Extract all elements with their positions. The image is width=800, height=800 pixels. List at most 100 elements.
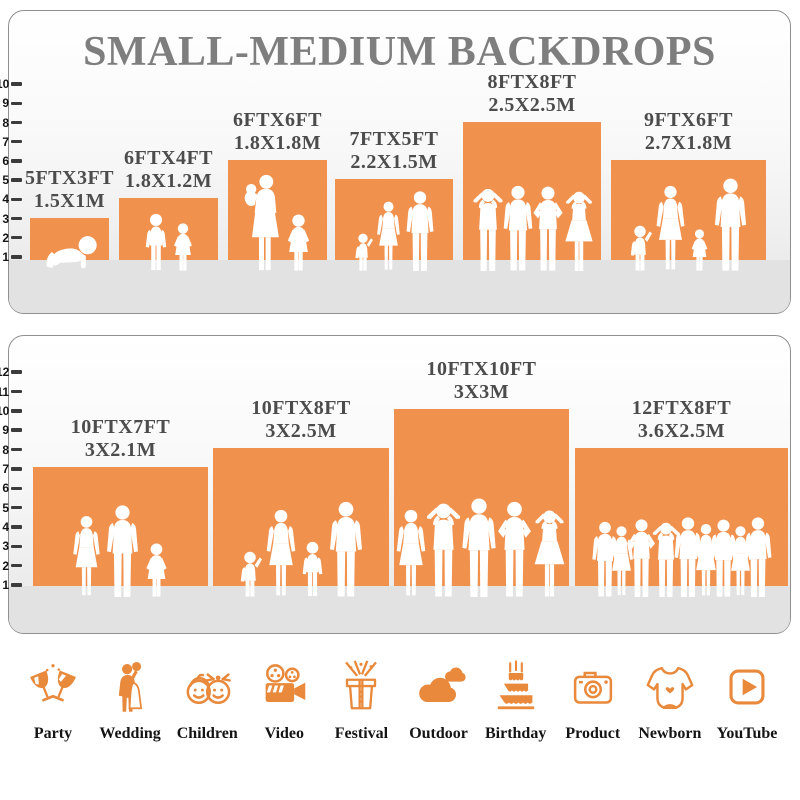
axis-tick-9: 9 — [0, 96, 22, 110]
people-silhouettes — [335, 191, 453, 271]
children-icon — [178, 658, 236, 716]
axis-tick-label: 12 — [0, 365, 10, 380]
axis-tick-label: 8 — [2, 442, 9, 457]
axis-tick-mark — [10, 563, 22, 568]
axis-tick-label: 10 — [0, 403, 10, 418]
girl-silhouette — [171, 223, 195, 271]
people-silhouettes — [33, 505, 208, 597]
axis-tick-6: 6 — [0, 481, 22, 495]
axis-tick-mark — [10, 216, 22, 221]
category-youtube: YouTube — [710, 658, 784, 743]
woman-pose-silhouette — [530, 507, 569, 597]
axis-tick-label: 3 — [2, 211, 9, 226]
man-silhouette — [742, 517, 774, 597]
backdrop-bar-6ftx4ft: 6FTX4FT 1.8X1.2M — [119, 147, 218, 260]
axis-tick-label: 2 — [2, 558, 9, 573]
bar-size-label: 5FTX3FT 1.5X1M — [25, 167, 114, 213]
backdrop-bar-10ftx7ft: 10FTX7FT 3X2.1M — [33, 416, 208, 586]
axis-tick-mark — [10, 370, 22, 374]
axis-tick-label: 7 — [2, 461, 9, 476]
people-silhouettes — [394, 498, 569, 597]
bar-size-label: 6FTX4FT 1.8X1.2M — [124, 147, 213, 193]
people-silhouettes — [30, 233, 109, 271]
axis-tick-2: 2 — [0, 559, 22, 573]
axis-tick-1: 1 — [0, 250, 22, 264]
birthday-icon — [487, 658, 545, 716]
backdrop-bar-8ftx8ft: 8FTX8FT 2.5X2.5M — [463, 71, 601, 260]
category-label: YouTube — [716, 725, 778, 742]
axis-tick-label: 8 — [2, 115, 9, 130]
category-label: Product — [565, 725, 621, 742]
category-label: Birthday — [484, 725, 547, 742]
bars-container: 10FTX7FT 3X2.1M 10FTX8FT 3X2.5M 10FTX10FT 3X3… — [9, 336, 790, 633]
axis-tick-label: 2 — [2, 230, 9, 245]
bar-size-label: 10FTX8FT 3X2.5M — [251, 397, 351, 443]
axis-tick-8: 8 — [0, 443, 22, 457]
bottom-panel: 123456789101112 10FTX7FT3X2.1M10FTX8FT3X… — [0, 335, 791, 634]
girl-silhouette — [284, 214, 313, 271]
chart-title: SMALL-MEDIUM BACKDROPS — [83, 29, 716, 75]
backdrop-bar-9ftx6ft: 9FTX6FT 2.7X1.8M — [611, 109, 766, 260]
category-video: Video — [247, 658, 321, 743]
girl-silhouette — [689, 229, 710, 271]
backdrop-bar-6ftx6ft: 6FTX6FT 1.8X1.8M — [228, 109, 327, 260]
y-axis: 123456789101112 — [0, 336, 790, 633]
axis-tick-8: 8 — [0, 116, 22, 130]
axis-tick-label: 7 — [2, 134, 9, 149]
axis-tick-3: 3 — [0, 212, 22, 226]
axis-tick-label: 4 — [2, 192, 9, 207]
axis-tick-mark — [10, 159, 22, 163]
backdrop-bar-12ftx8ft: 12FTX8FT 3.6X2.5M — [575, 397, 788, 586]
axis-tick-label: 1 — [2, 250, 9, 264]
size-m-text: 2.7X1.8M — [644, 132, 733, 154]
axis-tick-mark — [10, 389, 22, 394]
axis-tick-7: 7 — [0, 462, 22, 476]
girl-silhouette — [143, 543, 170, 597]
axis-tick-4: 4 — [0, 192, 22, 206]
axis-tick-mark — [10, 447, 22, 452]
category-label: Video — [264, 725, 305, 742]
festival-icon — [332, 658, 390, 716]
child-silhouette — [353, 233, 373, 271]
size-ft-text: 10FTX7FT — [70, 415, 171, 438]
axis-tick-11: 11 — [0, 385, 22, 399]
axis-tick-4: 4 — [0, 520, 22, 534]
axis-tick-label: 9 — [2, 96, 9, 111]
child-silhouette — [628, 225, 652, 271]
backdrop-bar-10ftx10ft: 10FTX10FT 3X3M — [394, 358, 569, 586]
axis-tick-2: 2 — [0, 231, 22, 245]
axis-tick-mark — [10, 140, 22, 144]
wedding-icon — [101, 658, 159, 716]
axis-tick-3: 3 — [0, 539, 22, 553]
size-ft-text: 8FTX8FT — [487, 70, 577, 93]
woman-silhouette — [264, 509, 298, 597]
woman-pose-silhouette — [561, 189, 597, 271]
people-silhouettes — [575, 517, 788, 597]
axis-tick-mark — [10, 428, 22, 432]
axis-tick-mark — [10, 544, 22, 548]
axis-tick-mark — [10, 505, 22, 510]
size-m-text: 2.2X1.5M — [350, 151, 438, 174]
category-outdoor: Outdoor — [402, 658, 476, 743]
boy-silhouette — [143, 213, 169, 271]
people-silhouettes — [611, 178, 766, 271]
bar-size-label: 9FTX6FT 2.7X1.8M — [644, 109, 733, 155]
bar-size-label: 10FTX10FT 3X3M — [426, 358, 536, 404]
axis-tick-mark — [10, 101, 22, 106]
axis-tick-label: 1 — [2, 578, 9, 592]
axis-tick-mark — [10, 178, 22, 182]
category-label: Party — [33, 725, 73, 742]
bar-size-label: 12FTX8FT 3.6X2.5M — [632, 397, 732, 443]
woman-silhouette — [375, 201, 402, 271]
category-festival: Festival — [324, 658, 398, 743]
size-m-text: 1.8X1.2M — [124, 170, 213, 193]
woman-baby-silhouette — [242, 174, 282, 271]
category-label: Children — [176, 725, 238, 742]
bar-size-label: 10FTX7FT 3X2.1M — [71, 416, 171, 462]
size-ft-text: 6FTX6FT — [232, 109, 323, 131]
youtube-icon — [718, 658, 776, 716]
axis-tick-label: 4 — [2, 519, 9, 534]
category-birthday: Birthday — [479, 658, 553, 743]
axis-tick-1: 1 — [0, 578, 22, 592]
